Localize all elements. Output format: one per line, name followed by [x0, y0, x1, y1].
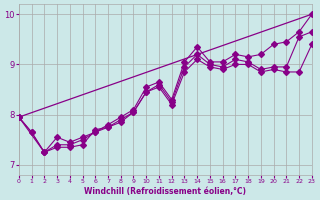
X-axis label: Windchill (Refroidissement éolien,°C): Windchill (Refroidissement éolien,°C)	[84, 187, 246, 196]
